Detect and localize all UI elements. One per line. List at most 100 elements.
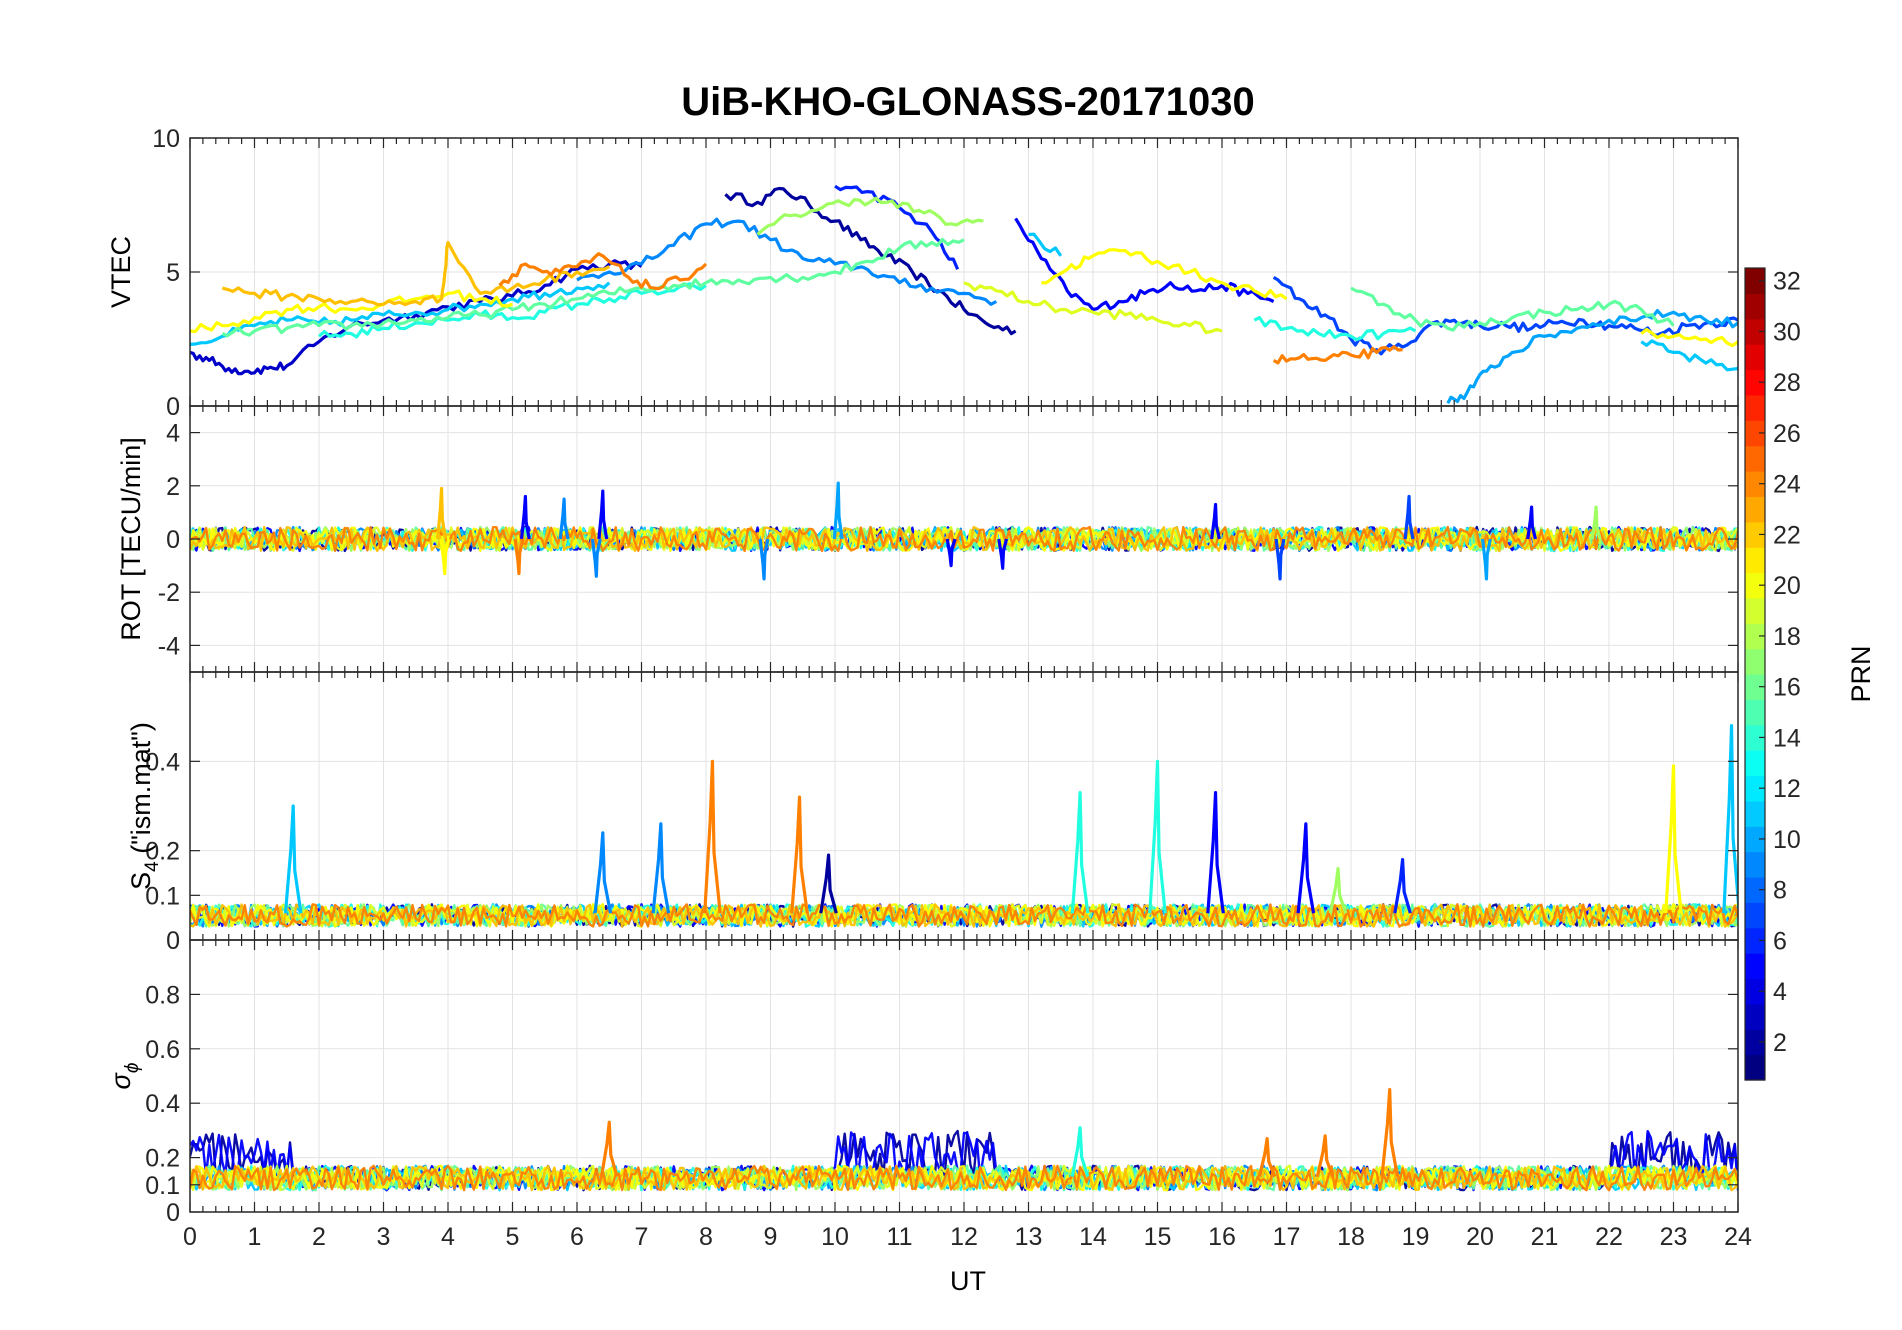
series-prn-24 <box>498 252 1403 365</box>
spike-prn-3 <box>1210 502 1221 540</box>
y-tick-label: 0.2 <box>145 1145 180 1173</box>
y-axis-label: σϕ <box>106 1063 143 1090</box>
noise-trace <box>190 1164 1738 1192</box>
colorbar-swatch <box>1745 521 1765 548</box>
spike-prn-7 <box>758 538 770 581</box>
colorbar-swatch <box>1745 1003 1765 1030</box>
series-prn-5 <box>1272 276 1738 356</box>
colorbar-tick-label: 16 <box>1773 674 1801 702</box>
series-prn-7 <box>576 217 998 306</box>
y-tick-label: 0.4 <box>145 748 180 776</box>
x-tick-label: 5 <box>506 1223 520 1251</box>
y-tick-label: 0 <box>166 526 180 554</box>
x-tick-label: 9 <box>764 1223 778 1251</box>
colorbar-swatch <box>1745 1029 1765 1056</box>
noise-trace <box>190 1164 1738 1192</box>
colorbar-swatch <box>1745 496 1765 523</box>
colorbar-tick-label: 6 <box>1773 927 1787 955</box>
colorbar-swatch <box>1745 724 1765 751</box>
spike-prn-7 <box>651 822 671 914</box>
x-tick-label: 21 <box>1531 1223 1559 1251</box>
y-axis-label: ROT [TECU/min] <box>116 437 146 641</box>
y-tick-label: 4 <box>166 420 180 448</box>
y-tick-label: 0.8 <box>145 981 180 1009</box>
x-tick-label: 18 <box>1337 1223 1365 1251</box>
y-tick-label: 0 <box>166 1199 180 1227</box>
panel-s4: 0 0.1 0.2 0.4S4 ("ism.mat") <box>126 671 1739 955</box>
colorbar-swatch <box>1745 369 1765 396</box>
spike-prn-3 <box>519 494 531 540</box>
y-tick-label: 0 <box>166 927 180 955</box>
series-prn-10 <box>190 232 1738 372</box>
spike-prn-3 <box>1526 505 1538 540</box>
x-tick-label: 19 <box>1402 1223 1430 1251</box>
spike-prn-17 <box>1328 866 1348 914</box>
colorbar-tick-label: 28 <box>1773 369 1801 397</box>
spike-prn-7 <box>590 538 602 578</box>
x-tick-label: 6 <box>570 1223 584 1251</box>
x-tick-label: 22 <box>1595 1223 1623 1251</box>
y-tick-label: 0.2 <box>145 838 180 866</box>
chart-title: UiB-KHO-GLONASS-20171030 <box>681 80 1255 124</box>
x-tick-label: 20 <box>1466 1223 1494 1251</box>
spike-prn-13 <box>1070 1126 1090 1178</box>
spike-prn-3 <box>1206 791 1225 914</box>
colorbar-tick-label: 18 <box>1773 623 1801 651</box>
data-group <box>190 724 1738 928</box>
colorbar-swatch <box>1745 877 1765 903</box>
colorbar-label: PRN <box>1846 645 1876 702</box>
spike-prn-24 <box>1257 1136 1277 1178</box>
colorbar-swatch <box>1745 978 1765 1005</box>
x-tick-label: 4 <box>441 1223 455 1251</box>
y-axis-label: S4 ("ism.mat") <box>126 722 163 890</box>
colorbar-frame <box>1744 267 1766 1081</box>
series-prn-15 <box>221 237 1675 338</box>
series-prn-22 <box>221 240 611 307</box>
colorbar-swatch <box>1745 775 1765 802</box>
x-tick-label: 7 <box>635 1223 649 1251</box>
spike-prn-10 <box>1722 724 1738 914</box>
spike-prn-3 <box>597 489 609 540</box>
y-tick-label: -4 <box>158 632 180 660</box>
y-tick-label: 0.1 <box>145 1172 180 1200</box>
colorbar-swatch <box>1745 597 1765 624</box>
colorbar-swatch <box>1745 902 1765 929</box>
x-tick-label: 15 <box>1144 1223 1172 1251</box>
x-tick-label: 11 <box>887 1223 913 1251</box>
y-tick-label: 2 <box>166 473 180 501</box>
series-prn-1 <box>724 186 1017 336</box>
series-prn-2 <box>190 259 643 376</box>
spike-prn-22 <box>436 486 448 540</box>
colorbar-tick-label: 32 <box>1773 268 1801 296</box>
colorbar-swatch <box>1745 927 1765 954</box>
colorbar-swatch <box>1745 547 1765 574</box>
x-axis-label: UT <box>950 1266 986 1296</box>
noise-trace <box>190 903 1738 928</box>
spike-prn-17 <box>1590 505 1602 540</box>
series-prn-20 <box>190 248 1738 348</box>
data-group <box>190 1088 1738 1192</box>
x-tick-label: 2 <box>312 1223 326 1251</box>
y-tick-label: 10 <box>152 125 180 153</box>
y-tick-label: 0.4 <box>145 1090 180 1118</box>
colorbar-swatch <box>1745 648 1765 675</box>
y-tick-label: -2 <box>158 579 180 607</box>
spike-prn-3 <box>945 538 957 568</box>
x-tick-label: 14 <box>1079 1223 1107 1251</box>
series-prn-13 <box>317 282 1417 342</box>
spike-prn-24 <box>599 1120 619 1178</box>
x-tick-label: 0 <box>183 1223 197 1251</box>
series-prn-8 <box>1446 309 1738 405</box>
colorbar-swatch <box>1745 572 1765 599</box>
x-tick-label: 23 <box>1660 1223 1688 1251</box>
spike-prn-24 <box>703 759 722 914</box>
x-tick-label: 24 <box>1724 1223 1752 1251</box>
colorbar-tick-label: 8 <box>1773 877 1787 905</box>
spike-prn-5 <box>1403 494 1415 540</box>
colorbar-tick-label: 12 <box>1773 775 1801 803</box>
colorbar-swatch <box>1745 953 1765 980</box>
colorbar-swatch <box>1745 344 1765 371</box>
